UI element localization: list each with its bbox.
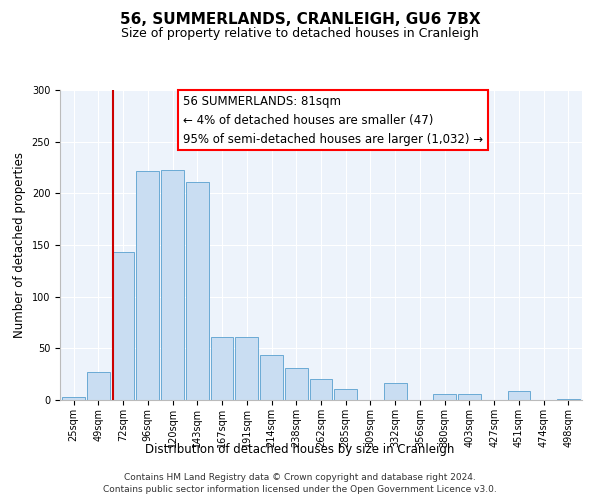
Text: Contains HM Land Registry data © Crown copyright and database right 2024.: Contains HM Land Registry data © Crown c… [124, 472, 476, 482]
Bar [508, 390, 530, 400]
Bar [87, 372, 110, 400]
Bar [186, 182, 209, 400]
Bar [557, 399, 580, 400]
Bar [458, 394, 481, 400]
Bar [285, 368, 308, 400]
Text: Distribution of detached houses by size in Cranleigh: Distribution of detached houses by size … [145, 442, 455, 456]
Bar [310, 380, 332, 400]
Bar [136, 170, 159, 400]
Text: 56, SUMMERLANDS, CRANLEIGH, GU6 7BX: 56, SUMMERLANDS, CRANLEIGH, GU6 7BX [119, 12, 481, 28]
Bar [235, 337, 258, 400]
Text: Size of property relative to detached houses in Cranleigh: Size of property relative to detached ho… [121, 28, 479, 40]
Text: 56 SUMMERLANDS: 81sqm
← 4% of detached houses are smaller (47)
95% of semi-detac: 56 SUMMERLANDS: 81sqm ← 4% of detached h… [182, 94, 483, 146]
Text: Contains public sector information licensed under the Open Government Licence v3: Contains public sector information licen… [103, 485, 497, 494]
Bar [161, 170, 184, 400]
Bar [211, 337, 233, 400]
Bar [62, 397, 85, 400]
Bar [260, 354, 283, 400]
Bar [334, 388, 357, 400]
Bar [433, 394, 456, 400]
Bar [384, 384, 407, 400]
Y-axis label: Number of detached properties: Number of detached properties [13, 152, 26, 338]
Bar [112, 252, 134, 400]
